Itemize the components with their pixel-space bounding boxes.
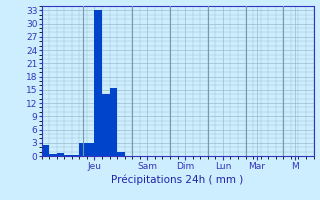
Bar	[102, 94, 109, 156]
Bar	[49, 154, 57, 156]
Bar	[57, 153, 64, 156]
Bar	[109, 88, 117, 156]
Bar	[87, 143, 94, 156]
Bar	[94, 10, 102, 156]
X-axis label: Précipitations 24h ( mm ): Précipitations 24h ( mm )	[111, 175, 244, 185]
Bar	[42, 145, 49, 156]
Bar	[117, 152, 125, 156]
Bar	[64, 155, 72, 156]
Bar	[79, 143, 87, 156]
Bar	[72, 155, 79, 156]
